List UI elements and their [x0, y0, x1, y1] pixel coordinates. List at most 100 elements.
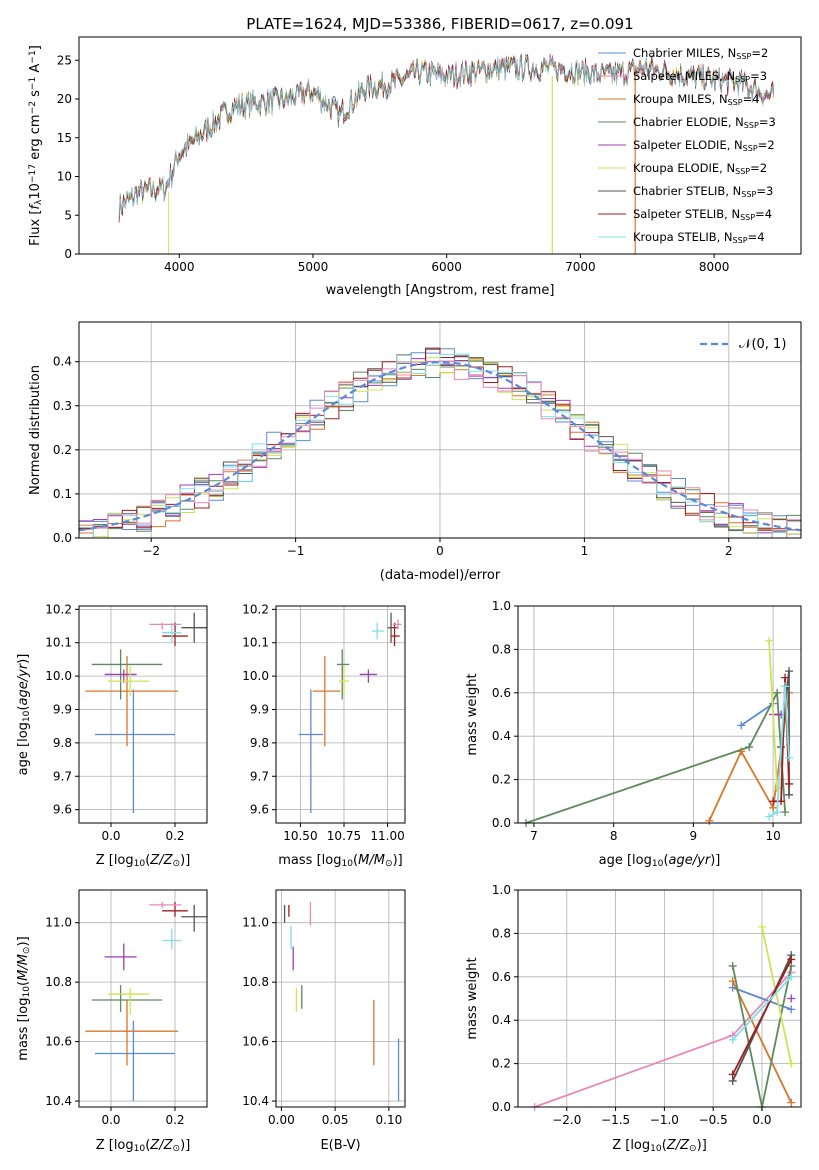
x-axis-label: E(B-V) [320, 1138, 360, 1153]
axes-frame [517, 889, 802, 1108]
x-tick-label: −0.5 [699, 1113, 728, 1127]
weight-marker [745, 743, 754, 752]
weight-marker [773, 784, 782, 793]
y-tick-label: 9.6 [250, 803, 269, 817]
y-axis-label: Normed distribution [28, 365, 43, 495]
y-tick-label: 10.1 [45, 636, 72, 650]
y-axis-label: mass weight [465, 673, 480, 755]
x-tick-label: 6000 [431, 260, 462, 274]
y-axis-label: age [log10(age/yr)] [16, 654, 32, 776]
y-tick-label: 10.1 [242, 636, 269, 650]
x-tick-label: 1 [581, 544, 589, 558]
legend-label: Kroupa ELODIE, NSSP=2 [633, 161, 767, 176]
histogram-step [79, 353, 801, 539]
age-vs-metallicity: 0.0 0.2 9.6 9.7 9.8 9.9 10.0 10.1 10.2 Z [log10(Z… [16, 602, 208, 869]
mass-vs-metallicity: 0.0 0.2 10.4 10.6 10.8 11.0 Z [log10(Z/Z⊙)] mas… [16, 889, 208, 1154]
x-axis-label: age [log10(age/yr)] [599, 853, 721, 869]
legend-label: 𝒩(0, 1) [739, 337, 786, 352]
histogram-step [79, 360, 801, 539]
y-tick-label: 9.7 [53, 769, 72, 783]
weight-line [768, 640, 778, 789]
x-tick-label: 0.05 [322, 1113, 349, 1127]
weight-marker [765, 812, 774, 821]
y-tick-label: 10.2 [45, 602, 72, 616]
weight-vs-metallicity: −2.0 −1.5 −1.0 −0.5 0.0 0.0 0.2 0.4 0.6 0.8 1.0 Z [… [465, 883, 802, 1154]
mass-vs-extinction: 0.00 0.05 0.10 10.4 10.6 10.8 11.0 E(B-V) [242, 889, 406, 1153]
y-tick-label: 9.9 [250, 702, 269, 716]
weight-marker [737, 721, 746, 730]
weight-marker [773, 808, 782, 817]
weight-line [525, 689, 786, 824]
x-tick-label: 8000 [699, 260, 730, 274]
x-tick-label: 7 [530, 829, 538, 843]
x-tick-label: 11.00 [370, 829, 404, 843]
x-tick-label: 0.00 [268, 1113, 295, 1127]
y-tick-label: 10.6 [45, 1035, 72, 1049]
x-tick-label: 2 [725, 544, 733, 558]
x-tick-label: 0.0 [101, 829, 120, 843]
y-tick-label: 10.8 [242, 975, 269, 989]
y-tick-label: 0 [64, 247, 72, 261]
weight-marker [781, 808, 790, 817]
y-tick-label: 0.0 [53, 531, 72, 545]
weight-line [731, 980, 793, 1104]
weight-line [761, 926, 793, 1064]
y-tick-label: 0.4 [492, 729, 511, 743]
y-tick-label: 11.0 [45, 916, 72, 930]
x-axis-label: Z [log10(Z/Z⊙)] [96, 853, 191, 869]
x-tick-label: 10 [765, 829, 780, 843]
axes-frame [275, 605, 406, 824]
y-tick-label: 9.6 [53, 803, 72, 817]
y-tick-label: 0.0 [492, 816, 511, 830]
weight-marker [787, 955, 796, 964]
y-tick-label: 0.1 [53, 487, 72, 501]
weight-marker [769, 797, 778, 806]
x-tick-label: 4000 [164, 260, 195, 274]
weight-line [768, 686, 790, 818]
y-tick-label: 0.2 [492, 1057, 511, 1071]
weight-marker [787, 972, 796, 981]
weight-line [732, 986, 792, 1011]
y-tick-label: 0.0 [492, 1100, 511, 1114]
y-tick-label: 15 [57, 131, 72, 145]
weight-line [740, 702, 774, 727]
y-tick-label: 0.2 [53, 443, 72, 457]
x-axis-label: Z [log10(Z/Z⊙)] [612, 1138, 707, 1154]
residual-histogram: −2 −1 0 1 2 0.0 0.1 0.2 0.3 0.4 (data-model)/error… [28, 321, 802, 583]
x-tick-label: 0.0 [101, 1113, 120, 1127]
spectrum-line [118, 54, 774, 217]
weight-marker [728, 961, 737, 970]
x-tick-label: 0 [436, 544, 444, 558]
weight-marker [787, 1059, 796, 1068]
axes-frame [517, 605, 802, 824]
x-tick-label: 10.50 [283, 829, 317, 843]
weight-marker [705, 816, 714, 825]
x-tick-label: −1.5 [601, 1113, 630, 1127]
y-tick-label: 0.3 [53, 399, 72, 413]
legend-label: Salpeter MILES, NSSP=3 [633, 69, 767, 84]
y-tick-label: 9.7 [250, 769, 269, 783]
legend-label: Salpeter ELODIE, NSSP=2 [633, 138, 775, 153]
x-axis-label: mass [log10(M/M⊙)] [278, 853, 402, 869]
y-tick-label: 10.0 [242, 669, 269, 683]
weight-vs-age: 7 8 9 10 0.0 0.2 0.4 0.6 0.8 1.0 age [log10(age/yr… [465, 599, 802, 869]
axes-frame [78, 889, 208, 1108]
weight-marker [785, 779, 794, 788]
y-tick-label: 0.8 [492, 642, 511, 656]
y-axis-label: Flux [fλ10−17 erg cm−2 s−1 A−1] [28, 45, 44, 246]
normal-curve [78, 360, 802, 532]
x-tick-label: −2 [142, 544, 160, 558]
x-tick-label: 7000 [565, 260, 596, 274]
x-tick-label: 0.0 [752, 1113, 771, 1127]
legend-label: Chabrier ELODIE, NSSP=3 [633, 115, 776, 130]
weight-marker [787, 1005, 796, 1014]
x-tick-label: 0.2 [165, 829, 184, 843]
y-tick-label: 0.8 [492, 926, 511, 940]
x-axis-label: wavelength [Angstrom, rest frame] [326, 283, 555, 298]
y-tick-label: 0.4 [53, 355, 72, 369]
figure-title: PLATE=1624, MJD=53386, FIBERID=0617, z=0… [246, 15, 633, 33]
weight-line [731, 958, 793, 1075]
weight-marker [765, 636, 774, 645]
x-tick-label: 0.2 [165, 1113, 184, 1127]
